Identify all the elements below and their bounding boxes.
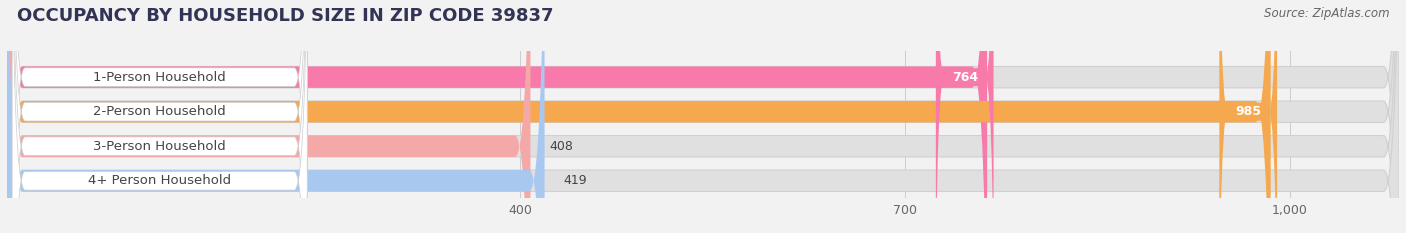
FancyBboxPatch shape xyxy=(13,0,308,233)
FancyBboxPatch shape xyxy=(7,0,530,233)
Text: Source: ZipAtlas.com: Source: ZipAtlas.com xyxy=(1264,7,1389,20)
Text: 419: 419 xyxy=(564,174,588,187)
FancyBboxPatch shape xyxy=(7,0,1271,233)
Text: 408: 408 xyxy=(550,140,574,153)
Text: 764: 764 xyxy=(952,71,977,84)
Text: OCCUPANCY BY HOUSEHOLD SIZE IN ZIP CODE 39837: OCCUPANCY BY HOUSEHOLD SIZE IN ZIP CODE … xyxy=(17,7,554,25)
Text: 2-Person Household: 2-Person Household xyxy=(93,105,226,118)
FancyBboxPatch shape xyxy=(7,0,987,233)
FancyBboxPatch shape xyxy=(13,0,308,233)
Text: 1-Person Household: 1-Person Household xyxy=(93,71,226,84)
FancyBboxPatch shape xyxy=(13,0,308,233)
Text: 3-Person Household: 3-Person Household xyxy=(93,140,226,153)
FancyBboxPatch shape xyxy=(1219,0,1277,233)
Text: 4+ Person Household: 4+ Person Household xyxy=(89,174,231,187)
Text: 985: 985 xyxy=(1236,105,1261,118)
FancyBboxPatch shape xyxy=(936,0,994,233)
FancyBboxPatch shape xyxy=(7,0,1399,233)
FancyBboxPatch shape xyxy=(7,0,1399,233)
FancyBboxPatch shape xyxy=(7,0,1399,233)
FancyBboxPatch shape xyxy=(13,0,308,233)
FancyBboxPatch shape xyxy=(7,0,1399,233)
FancyBboxPatch shape xyxy=(7,0,544,233)
